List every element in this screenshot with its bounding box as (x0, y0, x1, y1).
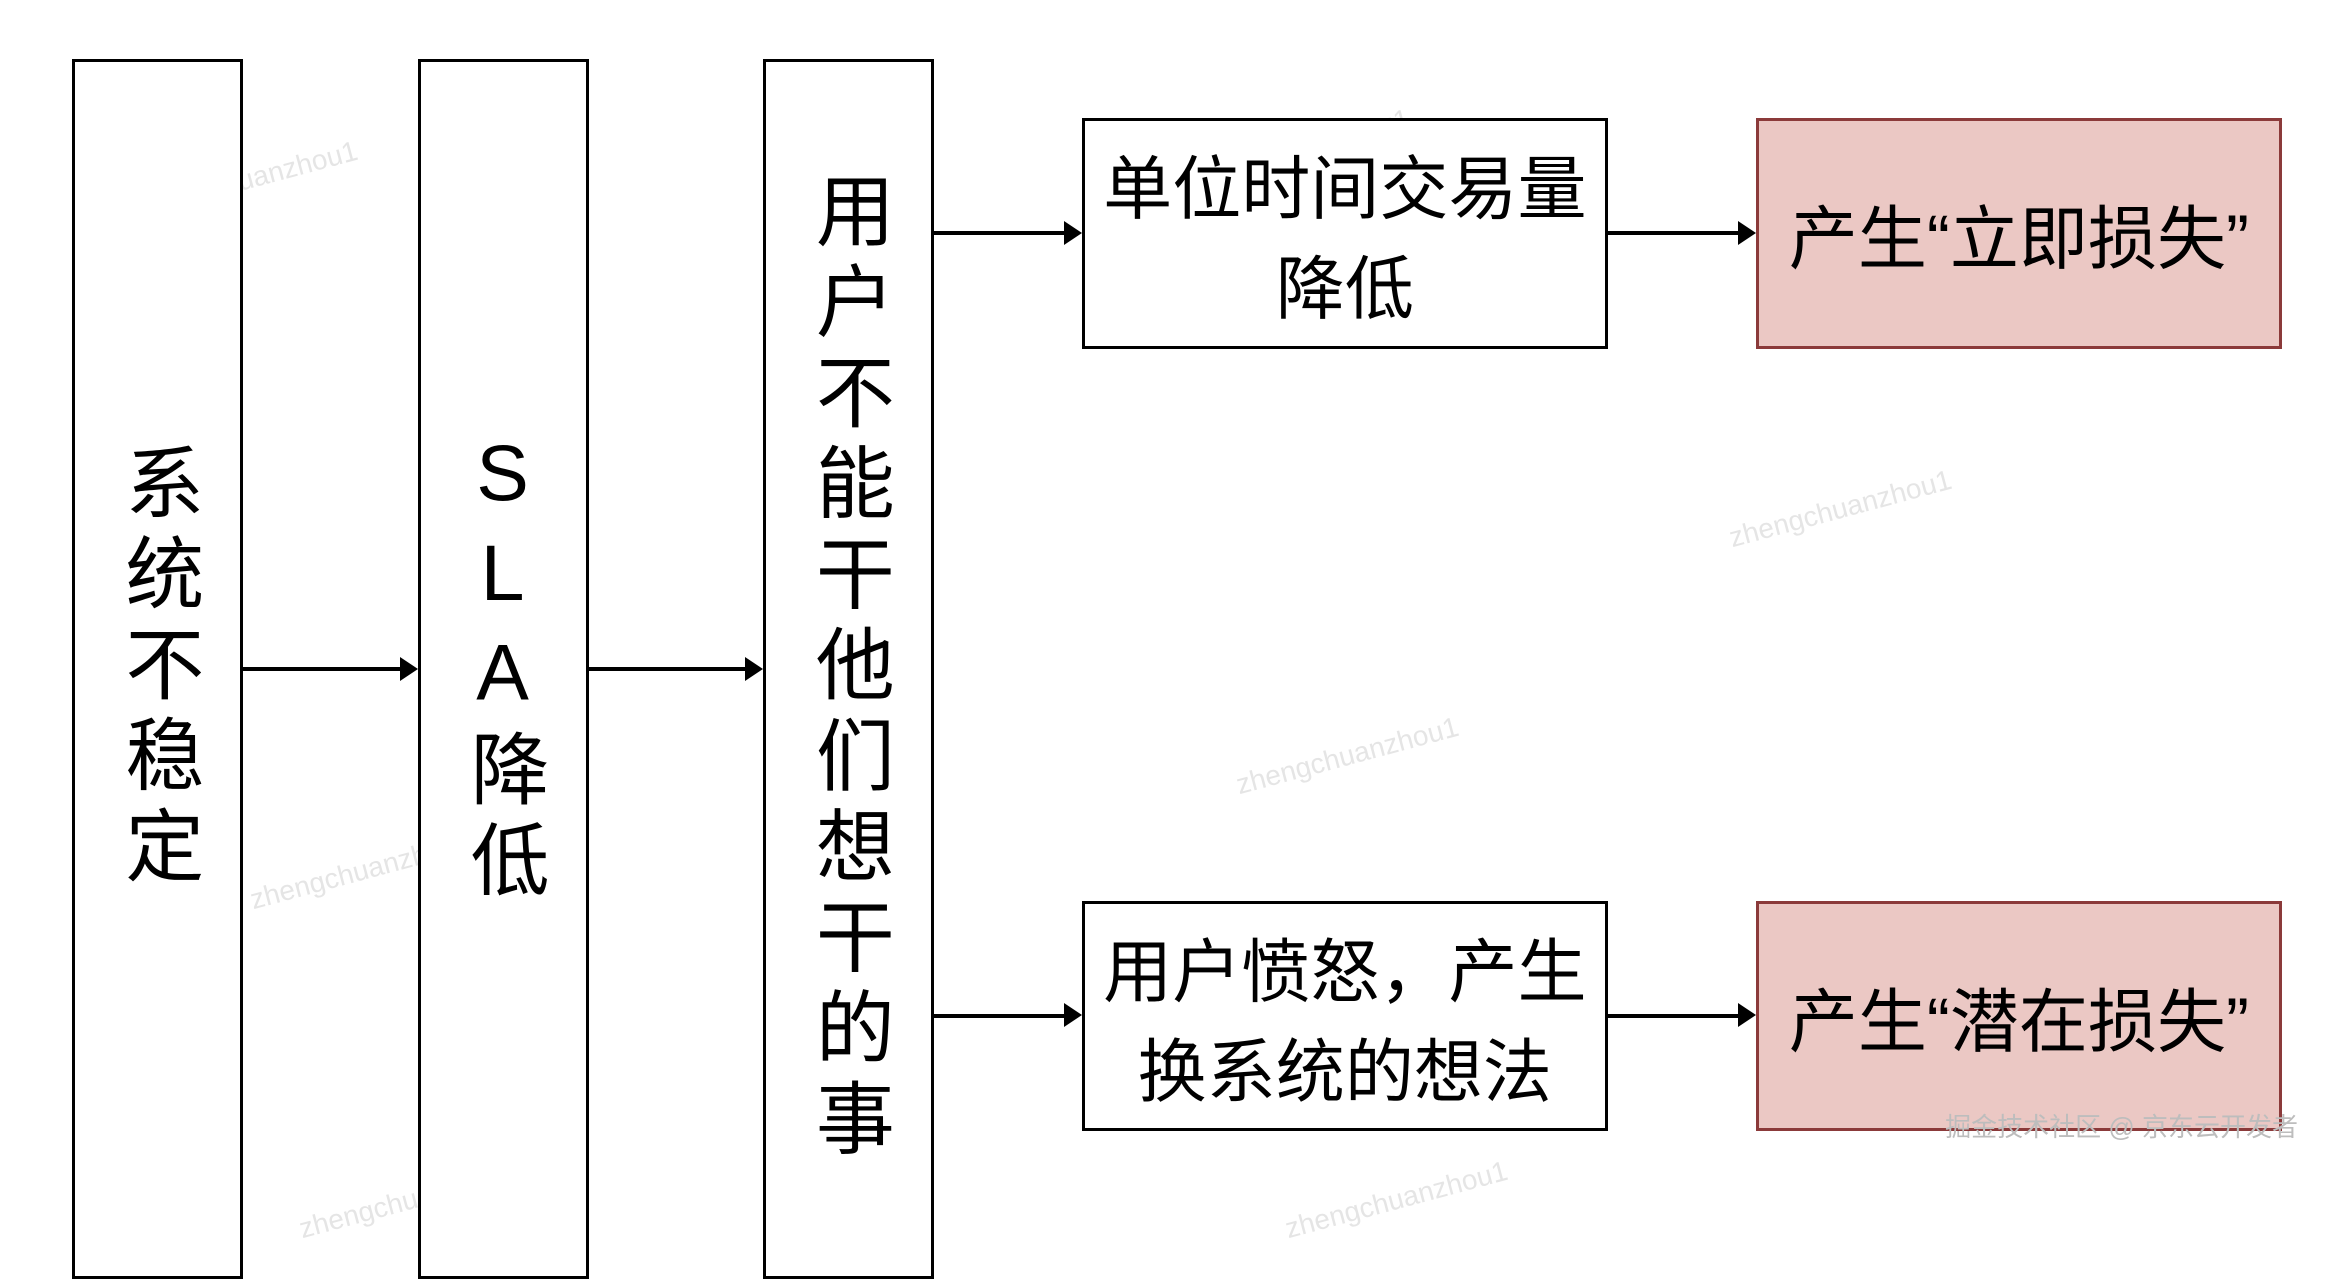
arrow-head-icon (745, 657, 763, 681)
watermark-text: zhengchuanzhou1 (1726, 464, 1955, 554)
arrow-head-icon (1064, 1003, 1082, 1027)
flowchart-container: zhengchuanzhou1zhengchuanzhou1zhengchuan… (0, 0, 2328, 1156)
node-label: 产生“立即损失” (1789, 183, 2249, 283)
flowchart-node-n3: 用户不能干他们想干的事 (763, 59, 934, 1279)
arrow-line (589, 667, 752, 671)
arrow-line (934, 1014, 1071, 1018)
arrow-head-icon (1738, 221, 1756, 245)
arrow-head-icon (400, 657, 418, 681)
node-label: 用户愤怒，产生换系统的想法 (1103, 916, 1586, 1116)
flowchart-node-n1: 系统不稳定 (72, 59, 243, 1279)
arrow-line (1608, 1014, 1745, 1018)
node-label: 用户不能干他们想干的事 (791, 170, 906, 1168)
arrow-line (934, 231, 1071, 235)
arrow-head-icon (1064, 221, 1082, 245)
node-label: 产生“潜在损失” (1789, 966, 2249, 1066)
flowchart-node-n7: 产生“潜在损失” (1756, 901, 2282, 1131)
flowchart-node-n4: 单位时间交易量降低 (1082, 118, 1608, 348)
node-label: 单位时间交易量降低 (1103, 133, 1586, 333)
node-label: SLA降低 (446, 429, 561, 910)
watermark-text: zhengchuanzhou1 (1282, 1155, 1511, 1245)
flowchart-node-n5: 产生“立即损失” (1756, 118, 2282, 348)
watermark-text: zhengchuanzhou1 (1233, 711, 1462, 801)
flowchart-node-n2: SLA降低 (418, 59, 589, 1279)
arrow-line (1608, 231, 1745, 235)
arrow-head-icon (1738, 1003, 1756, 1027)
arrow-line (243, 667, 406, 671)
flowchart-node-n6: 用户愤怒，产生换系统的想法 (1082, 901, 1608, 1131)
node-label: 系统不稳定 (100, 442, 215, 896)
footer-watermark: 掘金技术社区 @ 京东云开发者 (1945, 1107, 2298, 1144)
